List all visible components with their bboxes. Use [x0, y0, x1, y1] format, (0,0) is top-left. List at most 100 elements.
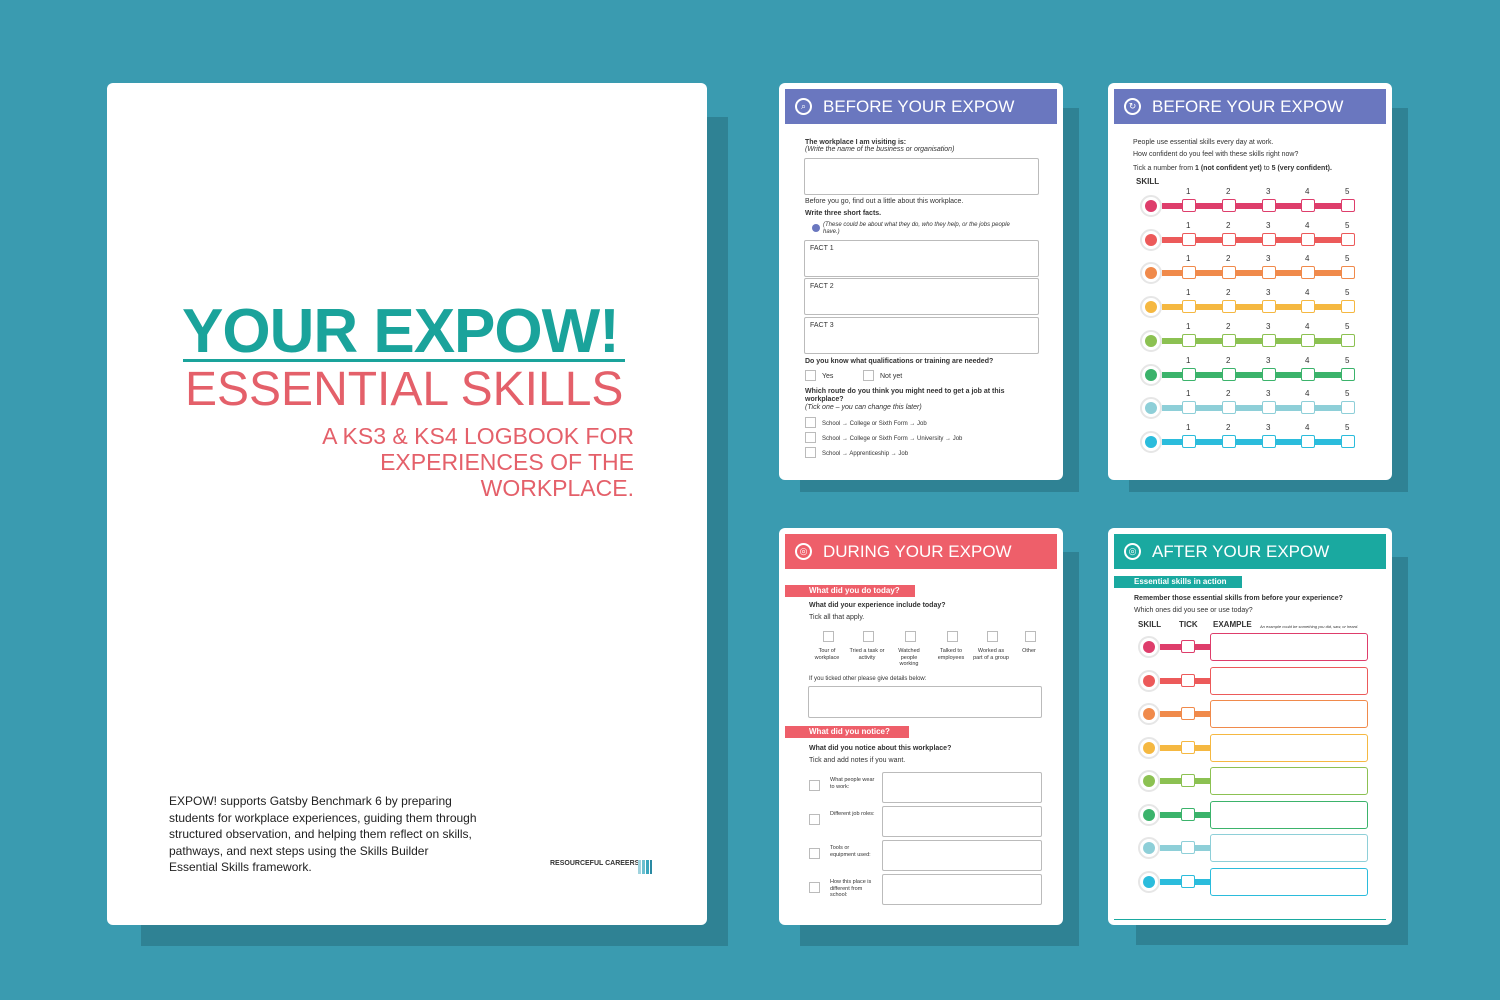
notice-label: What people wear to work: [830, 777, 875, 790]
scale-checkbox[interactable] [1301, 232, 1315, 246]
fact-1-input[interactable]: FACT 1 [804, 240, 1039, 277]
scale-checkbox[interactable] [1182, 401, 1196, 415]
notice-input[interactable] [882, 840, 1042, 871]
scale-checkbox[interactable] [1341, 232, 1355, 246]
scale-checkbox[interactable] [1262, 199, 1276, 212]
notice-checkbox[interactable] [809, 848, 820, 859]
activity-checkbox[interactable] [823, 631, 834, 642]
tick-checkbox[interactable] [1181, 707, 1195, 720]
tick-checkbox[interactable] [1181, 673, 1195, 687]
activity-checkbox[interactable] [1025, 631, 1036, 642]
qual-notyet-checkbox[interactable] [863, 370, 874, 381]
skill-scale-bar [1162, 236, 1354, 243]
example-input[interactable] [1210, 834, 1368, 862]
scale-checkbox[interactable] [1182, 434, 1196, 448]
tick-checkbox[interactable] [1181, 640, 1195, 653]
scale-checkbox[interactable] [1301, 333, 1315, 347]
workplace-input[interactable] [804, 158, 1039, 195]
scale-checkbox[interactable] [1222, 401, 1236, 415]
notice-input[interactable] [882, 806, 1042, 837]
scale-checkbox[interactable] [1262, 401, 1276, 415]
activity-checkbox[interactable] [863, 631, 874, 642]
tick-checkbox[interactable] [1181, 774, 1195, 787]
activity-checkbox[interactable] [947, 631, 958, 642]
example-input[interactable] [1210, 633, 1368, 661]
scale-checkbox[interactable] [1262, 266, 1276, 280]
skill-icon [1138, 736, 1160, 759]
skill-icon [1138, 803, 1160, 826]
scale-number: 3 [1266, 355, 1271, 365]
route-1-checkbox[interactable] [805, 417, 816, 428]
scale-checkbox[interactable] [1182, 367, 1196, 381]
notice-input[interactable] [882, 874, 1042, 905]
scale-checkbox[interactable] [1301, 367, 1315, 381]
example-input[interactable] [1210, 700, 1368, 728]
tick-checkbox[interactable] [1181, 841, 1195, 854]
workplace-hint: (Write the name of the business or organ… [805, 146, 955, 153]
scale-checkbox[interactable] [1222, 232, 1236, 246]
scale-checkbox[interactable] [1182, 300, 1196, 314]
scale-checkbox[interactable] [1341, 333, 1355, 347]
scale-number: 2 [1226, 355, 1231, 365]
example-input[interactable] [1210, 666, 1368, 695]
activity-checkbox[interactable] [987, 631, 998, 642]
example-input[interactable] [1210, 867, 1368, 896]
scale-checkbox[interactable] [1222, 199, 1236, 212]
fact-2-input[interactable]: FACT 2 [804, 278, 1039, 315]
activity-label: Worked as part of a group [973, 648, 1009, 661]
notice-input[interactable] [882, 772, 1042, 803]
route-3-checkbox[interactable] [805, 447, 816, 458]
search-icon: ⌕ [795, 98, 812, 115]
scale-checkbox[interactable] [1341, 266, 1355, 280]
other-details-input[interactable] [808, 686, 1042, 718]
scale-checkbox[interactable] [1341, 199, 1355, 212]
scale-checkbox[interactable] [1341, 434, 1355, 448]
page-before-confidence: ↻ BEFORE YOUR EXPOW People use essential… [1108, 83, 1392, 480]
notice-checkbox[interactable] [809, 780, 820, 791]
scale-number: 2 [1226, 389, 1231, 399]
scale-checkbox[interactable] [1222, 266, 1236, 280]
scale-checkbox[interactable] [1301, 266, 1315, 280]
scale-checkbox[interactable] [1182, 199, 1196, 212]
notice-checkbox[interactable] [809, 814, 820, 825]
qual-yes-checkbox[interactable] [805, 370, 816, 381]
scale-checkbox[interactable] [1222, 333, 1236, 347]
route-2-checkbox[interactable] [805, 432, 816, 443]
cover-page: YOUR EXPOW! ESSENTIAL SKILLS A KS3 & KS4… [107, 83, 707, 925]
scale-checkbox[interactable] [1341, 401, 1355, 415]
scale-number: 5 [1345, 254, 1350, 264]
tick-checkbox[interactable] [1181, 807, 1195, 821]
fact-3-input[interactable]: FACT 3 [804, 317, 1039, 354]
scale-checkbox[interactable] [1222, 300, 1236, 314]
scale-checkbox[interactable] [1301, 434, 1315, 448]
example-input[interactable] [1210, 767, 1368, 795]
example-input[interactable] [1210, 733, 1368, 762]
tick-checkbox[interactable] [1181, 874, 1195, 888]
scale-number: 3 [1266, 187, 1271, 196]
scale-checkbox[interactable] [1262, 367, 1276, 381]
scale-checkbox[interactable] [1222, 367, 1236, 381]
example-input[interactable] [1210, 800, 1368, 829]
scale-checkbox[interactable] [1182, 333, 1196, 347]
notice-checkbox[interactable] [809, 882, 820, 893]
scale-checkbox[interactable] [1262, 434, 1276, 448]
scale-checkbox[interactable] [1301, 401, 1315, 415]
skill-scale-bar [1162, 371, 1354, 378]
scale-checkbox[interactable] [1341, 367, 1355, 381]
scale-number: 5 [1345, 220, 1350, 230]
scale-checkbox[interactable] [1301, 300, 1315, 314]
tick-checkbox[interactable] [1181, 740, 1195, 754]
page3-header: ◎ DURING YOUR EXPOW [785, 534, 1057, 569]
scale-checkbox[interactable] [1222, 434, 1236, 448]
scale-checkbox[interactable] [1341, 300, 1355, 314]
scale-checkbox[interactable] [1262, 232, 1276, 246]
page-before-facts: ⌕ BEFORE YOUR EXPOW The workplace I am v… [779, 83, 1063, 480]
activity-checkbox[interactable] [905, 631, 916, 642]
scale-checkbox[interactable] [1182, 266, 1196, 280]
scale-checkbox[interactable] [1262, 300, 1276, 314]
scale-checkbox[interactable] [1262, 333, 1276, 347]
skill-scale-bar [1162, 203, 1354, 209]
scale-checkbox[interactable] [1301, 199, 1315, 212]
scale-checkbox[interactable] [1182, 232, 1196, 246]
cover-tagline: A KS3 & KS4 LOGBOOK FOR EXPERIENCES OF T… [322, 423, 634, 501]
